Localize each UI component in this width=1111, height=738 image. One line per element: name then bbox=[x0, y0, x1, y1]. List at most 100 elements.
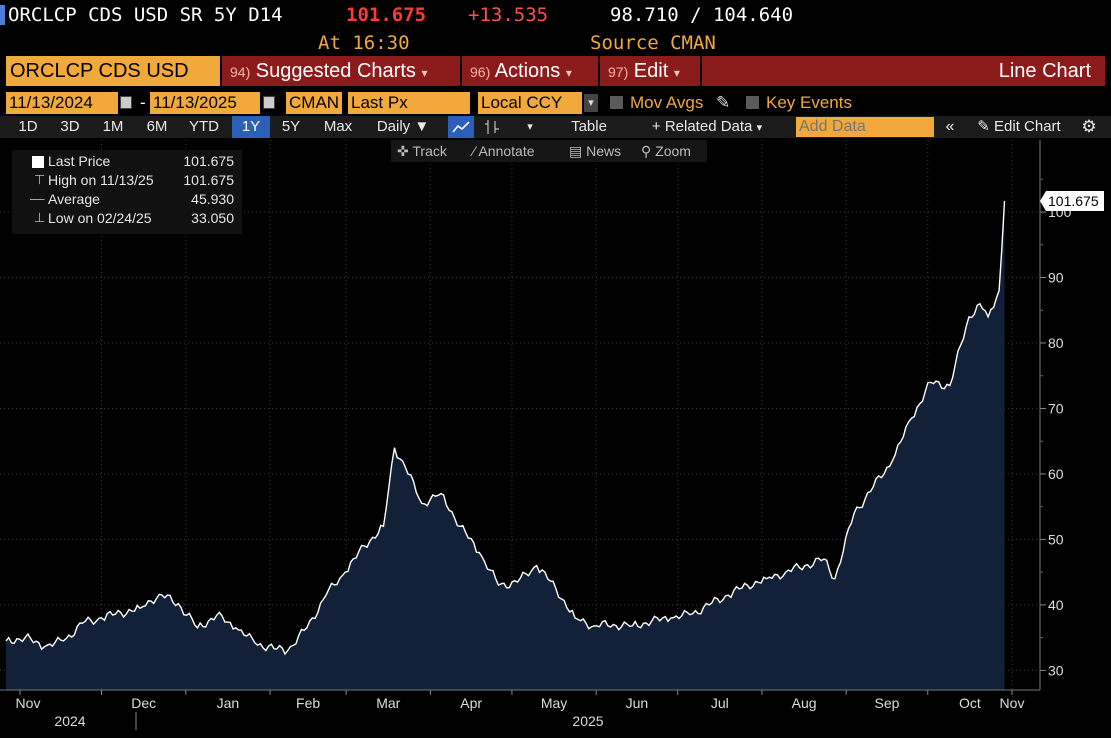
y-tick-label: 70 bbox=[1048, 400, 1064, 416]
period-5y[interactable]: 5Y bbox=[272, 116, 310, 138]
news-label: News bbox=[586, 143, 622, 159]
last-price-tag-label: 101.675 bbox=[1048, 193, 1099, 209]
start-date-input[interactable]: 11/13/2024 bbox=[6, 92, 118, 114]
date-separator: - bbox=[140, 93, 146, 112]
caret-down-icon: ▾ bbox=[565, 66, 572, 80]
candle-chart-glyph bbox=[485, 120, 499, 134]
field-input[interactable]: Last Px bbox=[348, 92, 470, 114]
legend-high-label: High on 11/13/25 bbox=[48, 172, 154, 188]
legend-low-value: 33.050 bbox=[191, 210, 234, 226]
related-label: + Related Data bbox=[651, 118, 753, 135]
header-subbar: At 16:30 Source CMAN bbox=[0, 30, 1111, 56]
news-tool[interactable]: ▤ News bbox=[569, 142, 621, 160]
end-date-value: 11/13/2025 bbox=[153, 93, 237, 112]
period-label: 3D bbox=[60, 118, 80, 135]
x-tick-label: Aug bbox=[792, 695, 817, 711]
gear-icon[interactable]: ⚙ bbox=[1081, 117, 1097, 136]
caret-down-icon: ▾ bbox=[756, 122, 763, 134]
period-1m[interactable]: 1M bbox=[92, 116, 134, 138]
y-tick-label: 90 bbox=[1048, 270, 1064, 286]
x-tick-label: May bbox=[541, 695, 567, 711]
edit-chart-button[interactable]: ✎ Edit Chart bbox=[966, 116, 1072, 138]
price-line bbox=[5, 201, 1006, 656]
legend-last-value: 101.675 bbox=[183, 153, 234, 169]
edit-number: 97) bbox=[608, 64, 629, 80]
suggested-charts-menu[interactable]: 94) Suggested Charts ▾ bbox=[222, 56, 460, 86]
period-6m[interactable]: 6M bbox=[136, 116, 178, 138]
year-label: 2024 bbox=[54, 713, 85, 729]
period-max[interactable]: Max bbox=[314, 116, 362, 138]
average-marker-icon: –– bbox=[30, 191, 45, 206]
annotate-icon: ∕ bbox=[473, 143, 476, 159]
end-date-input[interactable]: 11/13/2025 bbox=[150, 92, 260, 114]
x-axis: Nov Dec Jan Feb Mar Apr May Jun Jul Aug Sep Oct Nov 2… bbox=[16, 690, 1024, 730]
source-input[interactable]: CMAN bbox=[286, 92, 342, 114]
news-icon: ▤ bbox=[569, 143, 583, 159]
y-tick-label: 40 bbox=[1048, 597, 1064, 613]
x-tick-label: Jan bbox=[217, 695, 240, 711]
line-chart-icon[interactable] bbox=[448, 116, 474, 138]
edit-menu[interactable]: 97) Edit ▾ bbox=[600, 56, 700, 86]
period-label: 1M bbox=[102, 118, 124, 135]
related-data-button[interactable]: + Related Data ▾ bbox=[636, 116, 778, 138]
security-ticker[interactable]: ORCLCP CDS USD SR 5Y D14 bbox=[8, 4, 283, 26]
mov-avgs-checkbox[interactable] bbox=[610, 96, 623, 109]
year-label: 2025 bbox=[572, 713, 603, 729]
frequency-select[interactable]: Daily ▼ bbox=[366, 116, 440, 138]
chart-controls: 11/13/2024 - 11/13/2025 CMAN Last Px Loc… bbox=[0, 92, 1111, 114]
x-tick-label: Sep bbox=[875, 695, 900, 711]
x-tick-label: Feb bbox=[296, 695, 320, 711]
annotate-label: Annotate bbox=[478, 143, 535, 159]
candle-chart-icon[interactable] bbox=[478, 116, 506, 138]
x-tick-label: Jun bbox=[626, 695, 649, 711]
table-button[interactable]: Table bbox=[556, 116, 622, 138]
x-tick-label: Nov bbox=[16, 695, 41, 711]
track-tool[interactable]: ✜ Track bbox=[397, 142, 447, 160]
add-data-input[interactable] bbox=[796, 117, 934, 137]
high-marker-icon: ⊤ bbox=[34, 172, 46, 187]
period-1y[interactable]: 1Y bbox=[232, 116, 270, 138]
chart-tools: ✜ Track ∕ Annotate ▤ News ⚲ Zoom bbox=[391, 140, 707, 162]
key-events-checkbox[interactable] bbox=[746, 96, 759, 109]
period-label: 5Y bbox=[281, 118, 301, 135]
bid-ask-range: 98.710 / 104.640 bbox=[610, 4, 794, 26]
annotate-tool[interactable]: ∕ Annotate bbox=[473, 142, 535, 160]
chart-type-title: Line Chart bbox=[702, 56, 1105, 86]
legend-low-label: Low on 02/24/25 bbox=[48, 210, 152, 226]
period-toolbar: 1D 3D 1M 6M YTD 1Y 5Y Max Daily ▼ ▾ Tabl… bbox=[0, 116, 1111, 138]
pencil-icon: ✎ bbox=[977, 118, 990, 135]
chart-type-label: Line Chart bbox=[998, 60, 1091, 82]
dropdown-arrow-icon[interactable]: ▾ bbox=[584, 94, 598, 112]
edit-chart-label: Edit Chart bbox=[994, 118, 1061, 135]
field-value: Last Px bbox=[351, 93, 408, 112]
calendar-icon[interactable] bbox=[263, 96, 275, 109]
chart-style-dropdown[interactable]: ▾ bbox=[527, 121, 533, 133]
period-label: 6M bbox=[146, 118, 168, 135]
zoom-tool[interactable]: ⚲ Zoom bbox=[641, 142, 691, 160]
actions-label: Actions bbox=[494, 60, 561, 82]
period-label: YTD bbox=[189, 118, 219, 135]
chart-legend: Last Price 101.675 ⊤ High on 11/13/25 10… bbox=[12, 150, 242, 234]
collapse-left-icon[interactable]: « bbox=[945, 118, 955, 135]
caret-down-icon: ▼ bbox=[414, 118, 430, 135]
currency-select[interactable]: Local CCY bbox=[478, 92, 582, 114]
legend-last-label: Last Price bbox=[48, 153, 111, 169]
actions-number: 96) bbox=[470, 64, 491, 80]
suggested-label: Suggested Charts bbox=[255, 60, 416, 82]
legend-high-value: 101.675 bbox=[183, 172, 234, 188]
pencil-icon[interactable]: ✎ bbox=[716, 93, 731, 112]
period-ytd[interactable]: YTD bbox=[180, 116, 228, 138]
x-tick-label: Dec bbox=[131, 695, 156, 711]
table-label: Table bbox=[571, 118, 607, 135]
y-tick-label: 50 bbox=[1048, 531, 1064, 547]
calendar-icon[interactable] bbox=[120, 96, 132, 109]
caret-down-icon: ▾ bbox=[673, 66, 680, 80]
actions-menu[interactable]: 96) Actions ▾ bbox=[462, 56, 598, 86]
key-events-label: Key Events bbox=[766, 93, 852, 112]
y-tick-label: 60 bbox=[1048, 466, 1064, 482]
period-3d[interactable]: 3D bbox=[50, 116, 90, 138]
period-1d[interactable]: 1D bbox=[8, 116, 48, 138]
frequency-label: Daily bbox=[376, 118, 411, 135]
edit-label: Edit bbox=[633, 60, 669, 82]
security-field[interactable]: ORCLCP CDS USD SR bbox=[6, 56, 220, 112]
